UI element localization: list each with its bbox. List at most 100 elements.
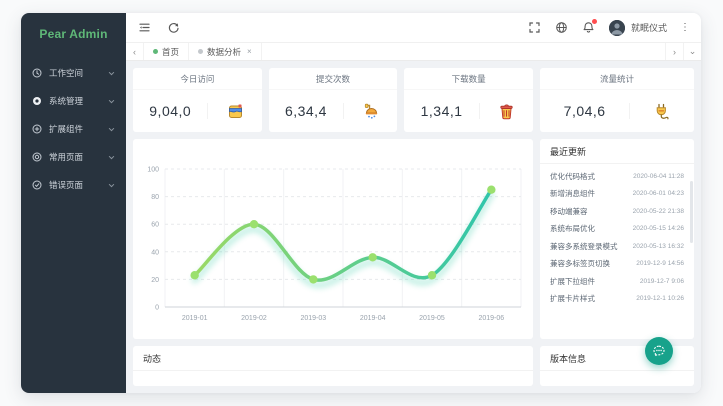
tab-close-icon[interactable]: × xyxy=(247,47,252,56)
tab-scroll-right-icon[interactable]: › xyxy=(665,43,683,60)
stat-value: 9,04,0 xyxy=(133,103,209,119)
recent-updates-list[interactable]: 优化代码格式 2020-06-04 11:28 新增消息组件 2020-06-01 … xyxy=(540,164,694,339)
chevron-down-icon xyxy=(108,70,115,77)
error-circle-icon xyxy=(32,180,42,190)
svg-text:80: 80 xyxy=(151,194,159,201)
stat-title: 提交次数 xyxy=(268,68,398,90)
scrollbar-thumb[interactable] xyxy=(690,181,693,243)
list-item: 系统布局优化 2020-05-15 14:26 xyxy=(540,217,694,235)
chevron-down-icon xyxy=(108,154,115,161)
update-name: 扩展下拉组件 xyxy=(550,276,595,286)
sidebar-item-extensions[interactable]: 扩展组件 xyxy=(21,115,126,143)
tab-label: 首页 xyxy=(162,46,180,57)
avatar xyxy=(608,19,625,36)
stat-value: 7,04,6 xyxy=(540,103,631,119)
main-area: 就眠仪式 ⋮ ‹ 首页 数据分析 × › ⌄ xyxy=(126,13,701,393)
bottom-row: 动态 版本信息 xyxy=(133,346,694,386)
update-name: 兼容多标签页切换 xyxy=(550,259,610,268)
middle-row: 0 20 40 60 80 100 2019-01 2019-02 2019-03 2019-04… xyxy=(133,139,694,339)
line-chart-svg: 0 20 40 60 80 100 2019-01 2019-02 2019-03 2019-04… xyxy=(147,167,522,322)
tab-home[interactable]: 首页 xyxy=(144,43,190,60)
globe-icon[interactable] xyxy=(555,21,568,34)
sidebar-menu: 工作空间 系统管理 xyxy=(21,55,126,199)
update-name: 移动端兼容 xyxy=(550,206,588,216)
list-item: 扩展卡片样式 2019-12-1 10:26 xyxy=(540,287,694,305)
svg-text:60: 60 xyxy=(151,222,159,229)
user-name: 就眠仪式 xyxy=(630,23,667,33)
sidebar-item-workspace[interactable]: 工作空间 xyxy=(21,59,126,87)
sidebar-item-label: 工作空间 xyxy=(49,68,84,78)
clock-icon xyxy=(32,68,42,78)
more-menu-icon[interactable]: ⋮ xyxy=(680,22,690,33)
app-window: Pear Admin 工作空间 系统管理 xyxy=(21,13,701,393)
tab-scroll-left-icon[interactable]: ‹ xyxy=(126,43,144,60)
gear-icon xyxy=(32,96,42,106)
svg-text:0: 0 xyxy=(155,305,159,312)
stat-title: 下载数量 xyxy=(404,68,534,90)
list-item: 移动端兼容 2020-05-22 21:38 xyxy=(540,199,694,217)
stat-card-visits: 今日访问 9,04,0 xyxy=(133,68,262,132)
sidebar-item-system[interactable]: 系统管理 xyxy=(21,87,126,115)
tab-data-analysis[interactable]: 数据分析 × xyxy=(189,43,262,60)
visits-line-chart: 0 20 40 60 80 100 2019-01 2019-02 2019-03 2019-04… xyxy=(133,139,533,339)
tab-dropdown-icon[interactable]: ⌄ xyxy=(683,43,701,60)
notification-dot xyxy=(591,19,597,24)
svg-text:40: 40 xyxy=(151,249,159,256)
activity-panel: 动态 xyxy=(133,346,533,386)
update-name: 扩展卡片样式 xyxy=(550,294,595,303)
svg-text:2019-01: 2019-01 xyxy=(182,315,208,322)
sidebar-item-label: 错误页面 xyxy=(49,180,84,190)
plug-icon xyxy=(630,102,694,121)
stat-title: 流量统计 xyxy=(540,68,695,90)
recent-updates-panel: 最近更新 优化代码格式 2020-06-04 11:28 新增消息组件 2020-0… xyxy=(540,139,694,339)
tab-bar: ‹ 首页 数据分析 × › ⌄ xyxy=(126,43,701,61)
svg-text:2019-03: 2019-03 xyxy=(300,315,326,322)
svg-text:20: 20 xyxy=(151,277,159,284)
app-logo: Pear Admin xyxy=(39,27,108,41)
update-name: 兼容多系统登录模式 xyxy=(550,241,618,251)
plus-circle-icon xyxy=(32,124,42,134)
stat-card-submissions: 提交次数 6,34,4 xyxy=(268,68,398,132)
chat-bubble-icon xyxy=(652,344,666,358)
layers-icon xyxy=(32,152,42,162)
update-date: 2020-05-15 14:26 xyxy=(632,225,684,232)
update-date: 2020-05-13 16:32 xyxy=(632,242,684,250)
chat-button[interactable] xyxy=(645,337,673,365)
trash-icon xyxy=(480,102,533,121)
stat-title: 今日访问 xyxy=(133,68,262,90)
svg-text:2019-02: 2019-02 xyxy=(241,315,267,322)
stat-card-traffic: 流量统计 7,04,6 xyxy=(540,68,695,132)
update-date: 2019-12-9 14:56 xyxy=(636,260,684,267)
collapse-menu-icon[interactable] xyxy=(138,21,151,34)
stat-value: 6,34,4 xyxy=(269,103,345,119)
update-date: 2020-06-04 11:28 xyxy=(633,172,684,180)
chevron-down-icon xyxy=(108,182,115,189)
notifications-button[interactable] xyxy=(582,19,597,34)
tab-status-dot xyxy=(198,49,204,54)
recent-updates-title: 最近更新 xyxy=(540,139,694,164)
stats-row: 今日访问 9,04,0 提交次数 6,34,4 xyxy=(133,68,695,132)
svg-text:100: 100 xyxy=(147,167,159,174)
refresh-icon[interactable] xyxy=(167,21,180,34)
version-title: 版本信息 xyxy=(540,346,694,371)
update-date: 2019-12-7 9:06 xyxy=(639,277,684,285)
update-date: 2020-05-22 21:38 xyxy=(632,207,684,215)
user-menu[interactable]: 就眠仪式 xyxy=(608,19,667,36)
update-name: 新增消息组件 xyxy=(550,189,595,198)
list-item: 兼容多系统登录模式 2020-05-13 16:32 xyxy=(540,234,694,252)
list-item: 扩展下拉组件 2019-12-7 9:06 xyxy=(540,269,694,287)
stat-value: 1,34,1 xyxy=(404,103,480,119)
sidebar-item-label: 常用页面 xyxy=(49,152,84,162)
chevron-down-icon xyxy=(108,126,115,133)
sidebar-item-common-pages[interactable]: 常用页面 xyxy=(21,143,126,171)
list-item: 兼容多标签页切换 2019-12-9 14:56 xyxy=(540,252,694,270)
chevron-down-icon xyxy=(108,98,115,105)
paint-bucket-icon xyxy=(208,102,261,121)
fullscreen-icon[interactable] xyxy=(528,21,541,34)
top-bar-actions: 就眠仪式 ⋮ xyxy=(528,19,690,36)
sidebar-item-label: 系统管理 xyxy=(49,96,84,106)
dashboard-content: 今日访问 9,04,0 提交次数 6,34,4 xyxy=(126,61,701,393)
sidebar-item-error-pages[interactable]: 错误页面 xyxy=(21,171,126,199)
update-name: 系统布局优化 xyxy=(550,224,595,233)
